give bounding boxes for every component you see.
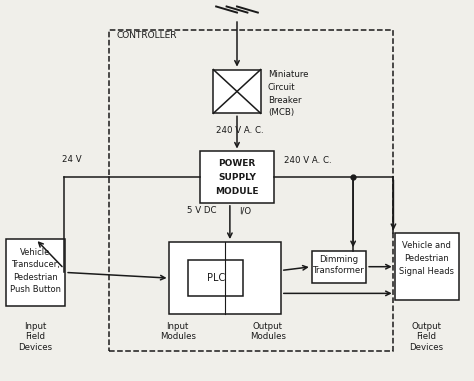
- Text: Output
Field
Devices: Output Field Devices: [410, 322, 444, 352]
- Text: Dimming: Dimming: [319, 255, 358, 264]
- Text: (MCB): (MCB): [268, 108, 294, 117]
- Text: Output
Modules: Output Modules: [250, 322, 286, 341]
- Text: 24 V: 24 V: [62, 155, 81, 164]
- Bar: [189, 260, 243, 296]
- Text: Input
Field
Devices: Input Field Devices: [18, 322, 53, 352]
- Text: Pedestrian: Pedestrian: [404, 254, 449, 263]
- Bar: [109, 30, 393, 351]
- Text: I/O: I/O: [239, 206, 252, 215]
- Text: Push Button: Push Button: [10, 285, 61, 295]
- Text: CONTROLLER: CONTROLLER: [116, 31, 177, 40]
- Text: Pedestrian: Pedestrian: [13, 273, 58, 282]
- Bar: [394, 233, 459, 300]
- Text: Signal Heads: Signal Heads: [399, 267, 454, 276]
- Text: Transducer,: Transducer,: [11, 260, 60, 269]
- Text: 240 V A. C.: 240 V A. C.: [284, 155, 332, 165]
- Text: POWER: POWER: [219, 159, 255, 168]
- Text: Miniature: Miniature: [268, 70, 308, 80]
- Bar: [311, 251, 366, 283]
- Text: Transformer: Transformer: [313, 266, 365, 275]
- Bar: [200, 151, 274, 203]
- Text: 240 V A. C.: 240 V A. C.: [216, 126, 263, 135]
- Bar: [169, 242, 281, 314]
- Text: Vehicle and: Vehicle and: [402, 241, 451, 250]
- Text: Vehicle: Vehicle: [20, 248, 51, 257]
- Bar: [6, 239, 65, 306]
- Bar: [213, 69, 261, 113]
- Text: Breaker: Breaker: [268, 96, 301, 105]
- Text: Input
Modules: Input Modules: [160, 322, 196, 341]
- Text: PLC: PLC: [207, 273, 225, 283]
- Text: MODULE: MODULE: [215, 187, 259, 196]
- Text: 5 V DC: 5 V DC: [187, 206, 217, 215]
- Text: SUPPLY: SUPPLY: [218, 173, 256, 182]
- Text: Circuit: Circuit: [268, 83, 295, 92]
